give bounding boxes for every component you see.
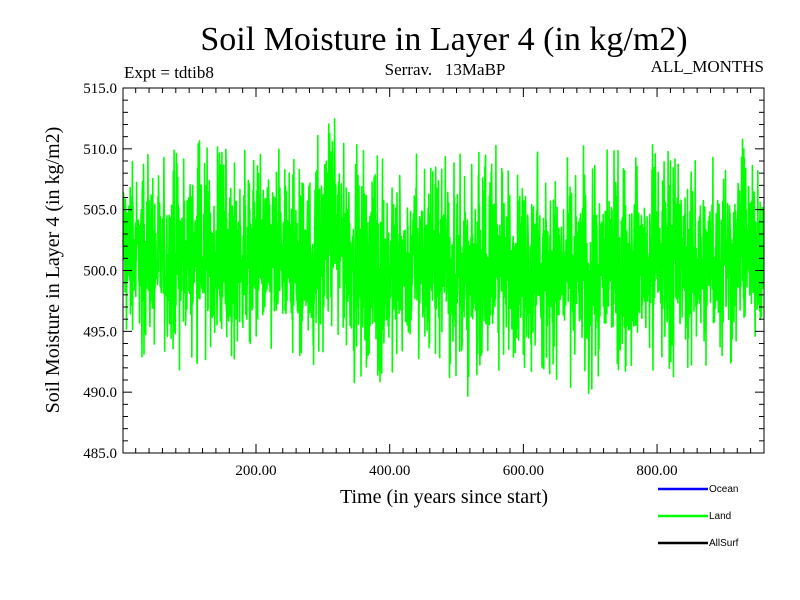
legend-ocean-label: Ocean bbox=[709, 484, 738, 495]
x-tick-label: 200.00 bbox=[235, 463, 276, 479]
x-axis-label: Time (in years since start) bbox=[340, 486, 548, 508]
x-tick-label: 400.00 bbox=[369, 463, 410, 479]
y-axis-label: Soil Moisture in Layer 4 (in kg/m2) bbox=[42, 127, 64, 414]
y-tick-label: 495.0 bbox=[83, 324, 117, 340]
series-line-land bbox=[122, 118, 765, 397]
y-tick-label: 515.0 bbox=[83, 81, 117, 97]
legend-land-label: Land bbox=[709, 511, 731, 522]
x-tick-label: 600.00 bbox=[503, 463, 544, 479]
tick-layer: 485.0 490.0 495.0 500.0 505.0 510.0 515.0 200.0… bbox=[83, 81, 764, 479]
y-tick-label: 510.0 bbox=[83, 142, 117, 158]
x-tick-label: 800.00 bbox=[636, 463, 677, 479]
chart-title: Soil Moisture in Layer 4 (in kg/m2) bbox=[200, 21, 687, 58]
series-layer bbox=[122, 118, 765, 397]
y-tick-label: 485.0 bbox=[83, 446, 117, 462]
y-tick-label: 490.0 bbox=[83, 385, 117, 401]
experiment-label: Expt = tdtib8 bbox=[124, 63, 214, 82]
y-tick-label: 500.0 bbox=[83, 264, 117, 280]
y-tick-label: 505.0 bbox=[83, 203, 117, 219]
subtitle: Serrav. 13MaBP bbox=[385, 60, 506, 79]
legend-allsurf-label: AllSurf bbox=[709, 538, 739, 549]
legend: Ocean Land AllSurf bbox=[658, 484, 739, 549]
period-label: ALL_MONTHS bbox=[651, 57, 764, 76]
